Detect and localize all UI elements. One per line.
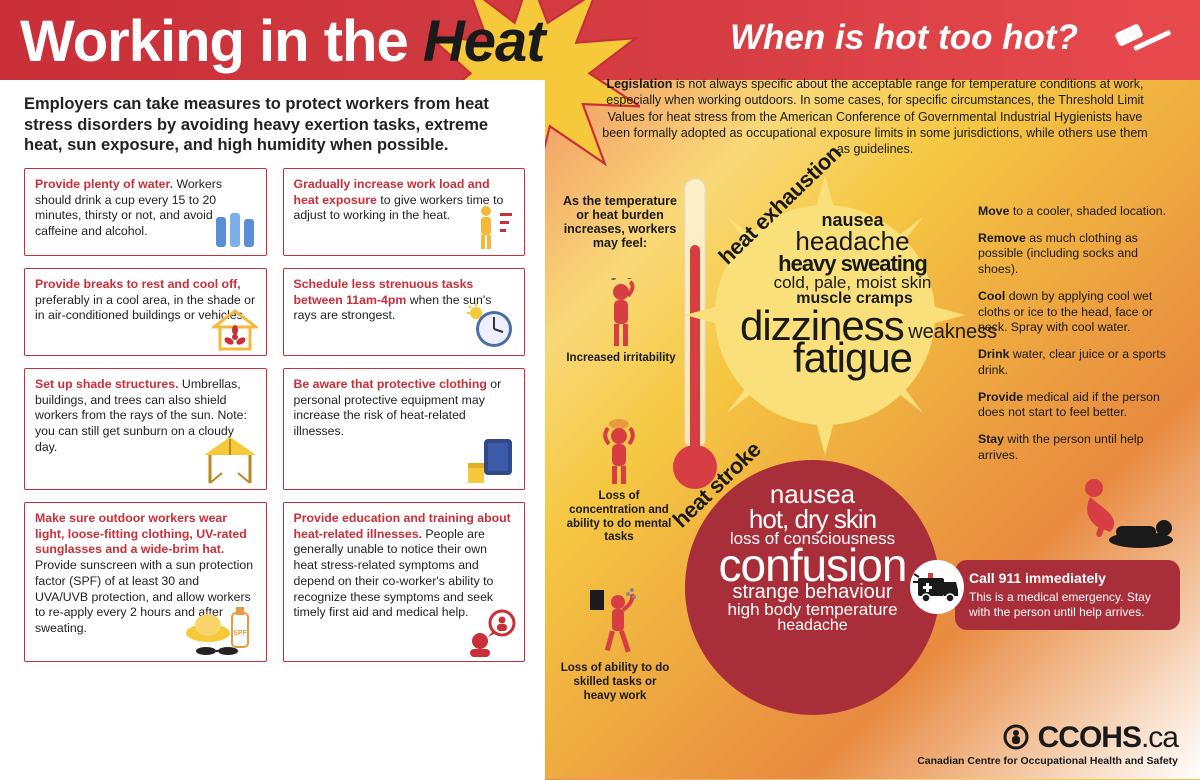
symptom-word: heavy sweating xyxy=(740,254,965,275)
right-title: When is hot too hot? xyxy=(730,18,1078,58)
symptom-word: headache xyxy=(685,618,940,633)
tip-lead: Make sure outdoor workers wear light, lo… xyxy=(35,511,247,556)
symptom-concentration: Loss of concentration and ability to do … xyxy=(564,418,674,545)
tip-breaks: Provide breaks to rest and cool off, pre… xyxy=(24,268,267,356)
advice-text: down by applying cool wet cloths or ice … xyxy=(978,289,1153,334)
tip-lead: Set up shade structures. xyxy=(35,377,179,391)
advice-bold: Drink xyxy=(978,347,1009,361)
gavel-icon xyxy=(1108,20,1178,70)
person-levels-icon xyxy=(472,203,516,251)
advice-bold: Cool xyxy=(978,289,1005,303)
tip-water: Provide plenty of water. Workers should … xyxy=(24,168,267,256)
logo-sub: Canadian Centre for Occupational Health … xyxy=(917,755,1178,767)
tip-schedule: Schedule less strenuous tasks between 11… xyxy=(283,268,526,356)
logo-domain: .ca xyxy=(1141,721,1178,754)
advice-bold: Stay xyxy=(978,432,1004,446)
employer-intro: Employers can take measures to protect w… xyxy=(24,94,525,156)
training-icon xyxy=(466,609,516,657)
stroke-symptoms: nausea hot, dry skin loss of consciousne… xyxy=(685,460,940,715)
employer-panel: Employers can take measures to protect w… xyxy=(0,80,545,780)
exhaustion-symptoms: nausea headache heavy sweating cold, pal… xyxy=(740,212,965,378)
call-911-box: Call 911 immediately This is a medical e… xyxy=(955,560,1180,630)
call911-title: Call 911 immediately xyxy=(969,570,1168,588)
tip-acclimate: Gradually increase work load and heat ex… xyxy=(283,168,526,256)
clock-sun-icon xyxy=(466,301,516,351)
legislation-bold: Legislation xyxy=(606,77,672,91)
logo: CCOHS.ca Canadian Centre for Occupationa… xyxy=(917,721,1178,767)
svg-text:SPF: SPF xyxy=(233,630,247,637)
call911-body: This is a medical emergency. Stay with t… xyxy=(969,590,1151,619)
advice-text: to a cooler, shaded location. xyxy=(1009,204,1166,218)
tip-lead: Provide plenty of water. xyxy=(35,177,173,191)
tip-ppe: Be aware that protective clothing or per… xyxy=(283,368,526,490)
symptom-caption: Loss of concentration and ability to do … xyxy=(567,490,672,543)
symptom-caption: Loss of ability to do skilled tasks or h… xyxy=(561,662,670,702)
hat-spf-icon: SPF xyxy=(186,603,258,657)
advice-bold: Provide xyxy=(978,390,1023,404)
logo-mark-icon xyxy=(999,724,1033,750)
temp-intro: As the temperature or heat burden increa… xyxy=(560,194,680,250)
tip-clothing: Make sure outdoor workers wear light, lo… xyxy=(24,502,267,662)
symptom-word: weakness xyxy=(908,321,997,343)
title-pre: Working in the xyxy=(20,9,408,74)
advice-bold: Move xyxy=(978,204,1009,218)
skilled-icon xyxy=(588,588,642,658)
legislation-text: Legislation is not always specific about… xyxy=(595,76,1155,157)
canopy-icon xyxy=(202,435,258,485)
symptom-caption: Increased irritability xyxy=(566,352,675,364)
symptom-word: cold, pale, moist skin xyxy=(774,273,932,292)
tip-shade: Set up shade structures. Umbrellas, buil… xyxy=(24,368,267,490)
rescuer-icon xyxy=(1046,470,1176,550)
concentration-icon xyxy=(596,418,642,486)
advice-column: Move to a cooler, shaded location. Remov… xyxy=(978,204,1178,475)
legislation-body: is not always specific about the accepta… xyxy=(602,77,1147,156)
bottles-icon xyxy=(210,211,258,251)
ppe-icon xyxy=(464,435,516,485)
tip-training: Provide education and training about hea… xyxy=(283,502,526,662)
symptom-irritability: Increased irritability xyxy=(566,278,676,366)
page-title: Working in the Heat xyxy=(20,8,545,75)
tip-lead: Be aware that protective clothing xyxy=(294,377,487,391)
tip-lead: Provide breaks to rest and cool off, xyxy=(35,277,241,291)
irritability-icon xyxy=(598,278,644,348)
symptom-skilled: Loss of ability to do skilled tasks or h… xyxy=(560,588,670,703)
symptom-word: hot, dry skin xyxy=(685,507,940,532)
ambulance-icon xyxy=(910,560,964,614)
logo-brand: CCOHS xyxy=(1038,721,1141,754)
symptom-word: high body temperature xyxy=(685,602,940,618)
fan-house-icon xyxy=(212,309,258,351)
tip-grid: Provide plenty of water. Workers should … xyxy=(24,168,525,662)
title-emph: Heat xyxy=(423,9,545,74)
advice-bold: Remove xyxy=(978,231,1026,245)
